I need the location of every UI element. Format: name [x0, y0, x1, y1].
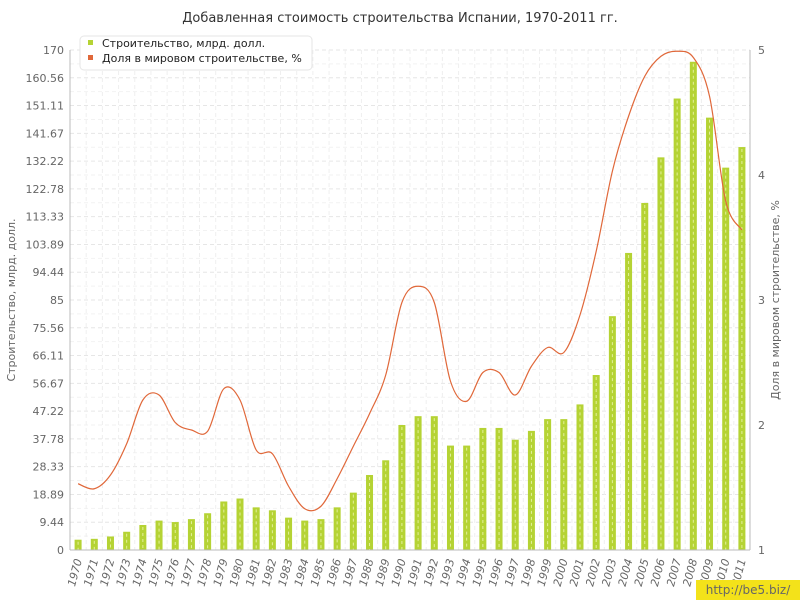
bar-1976 — [171, 522, 179, 550]
right-tick-label: 5 — [758, 44, 765, 57]
left-tick-label: 37.78 — [33, 433, 65, 446]
left-axis-title: Строительство, млрд. долл. — [5, 218, 18, 381]
right-tick-label: 1 — [758, 544, 765, 557]
bar-1997 — [511, 439, 519, 550]
bar-1992 — [430, 416, 438, 550]
left-tick-label: 122.78 — [26, 183, 65, 196]
left-tick-label: 160.56 — [26, 72, 65, 85]
left-tick-label: 66.11 — [33, 350, 65, 363]
left-tick-label: 18.89 — [33, 488, 65, 501]
bar-1974 — [139, 525, 147, 550]
left-tick-label: 75.56 — [33, 322, 65, 335]
legend-label-line: Доля в мировом строительстве, % — [102, 52, 302, 65]
bar-1979 — [220, 501, 228, 550]
bar-2009 — [706, 117, 714, 550]
left-tick-label: 151.11 — [26, 100, 65, 113]
legend-box — [79, 35, 313, 71]
watermark: http://be5.biz/ — [696, 580, 800, 600]
bar-1999 — [544, 419, 552, 550]
left-tick-label: 0 — [57, 544, 64, 557]
left-tick-label: 94.44 — [33, 266, 65, 279]
left-tick-label: 141.67 — [26, 127, 65, 140]
share-line — [77, 50, 743, 512]
legend: Строительство, млрд. долл. Доля в мирово… — [79, 35, 313, 71]
axes — [69, 50, 751, 551]
right-axis-ticks: 1 2 3 4 5 — [758, 44, 765, 557]
left-tick-label: 132.22 — [26, 155, 65, 168]
right-tick-label: 2 — [758, 419, 765, 432]
bar-series — [74, 61, 746, 551]
chart-title: Добавленная стоимость строительства Испа… — [182, 11, 618, 26]
left-tick-label: 170 — [43, 44, 64, 57]
bar-1970 — [74, 539, 82, 550]
legend-label-bars: Строительство, млрд. долл. — [102, 37, 265, 50]
bar-1995 — [479, 427, 487, 550]
bar-2001 — [576, 404, 584, 550]
left-tick-label: 113.33 — [26, 211, 65, 224]
legend-swatch-line — [88, 55, 93, 60]
left-tick-label: 85 — [50, 294, 64, 307]
right-tick-label: 4 — [758, 169, 765, 182]
left-tick-label: 103.89 — [26, 238, 65, 251]
legend-swatch-bars — [88, 40, 93, 45]
left-tick-label: 56.67 — [33, 377, 65, 390]
bar-1972 — [106, 536, 114, 550]
x-axis-ticks: 1970197119721973197419751976197719781979… — [65, 557, 749, 587]
bar-1998 — [527, 430, 535, 550]
bar-1988 — [366, 475, 374, 550]
bar-2000 — [560, 419, 568, 550]
left-tick-label: 28.33 — [33, 461, 65, 474]
bar-1991 — [414, 416, 422, 550]
bar-2005 — [641, 202, 649, 551]
bar-1996 — [495, 427, 503, 550]
bar-1971 — [90, 538, 98, 550]
right-tick-label: 3 — [758, 294, 765, 307]
bar-2010 — [722, 167, 730, 550]
bar-1982 — [268, 510, 276, 550]
right-axis-title: Доля в мировом строительстве, % — [769, 200, 782, 400]
bar-1980 — [236, 498, 244, 550]
left-tick-label: 9.44 — [40, 516, 65, 529]
bar-1978 — [204, 513, 212, 550]
left-tick-label: 47.22 — [33, 405, 65, 418]
left-axis-ticks: 0 9.44 18.89 28.33 37.78 47.22 56.67 66.11 75.56… — [26, 44, 65, 557]
